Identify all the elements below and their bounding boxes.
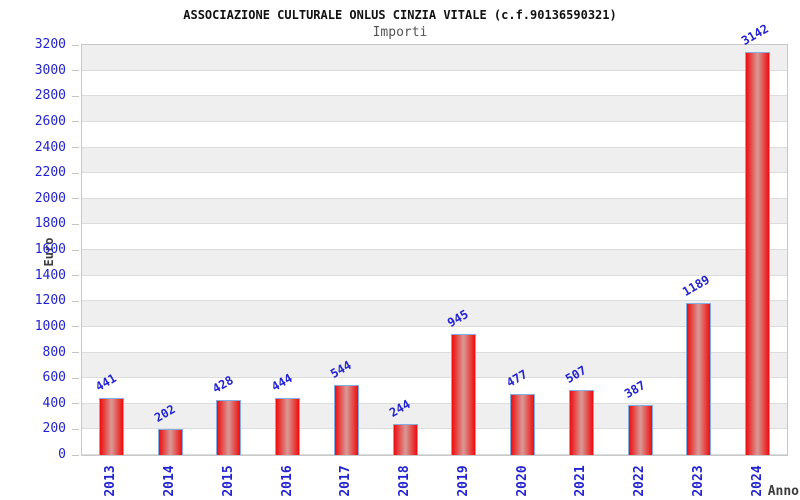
y-tick-mark <box>72 198 79 200</box>
x-tick-label: 2018 <box>397 465 413 497</box>
x-tick-label: 2015 <box>220 465 236 497</box>
bar <box>451 333 477 455</box>
y-tick-mark <box>72 275 79 277</box>
bar <box>627 405 653 455</box>
plot-area: 441 202 428 444 544 244 945 477 507 387 1189 3142 <box>81 22 788 456</box>
bar <box>686 302 712 455</box>
bar <box>392 423 418 455</box>
y-tick-label: 1400 <box>34 267 66 283</box>
y-tick-mark <box>72 223 79 225</box>
x-tick-label: 2022 <box>632 465 648 497</box>
grid-band <box>82 326 787 353</box>
grid-band <box>82 301 787 327</box>
y-tick-label: 2800 <box>34 88 66 104</box>
grid-band <box>82 224 787 250</box>
y-tick-label: 2000 <box>34 190 66 206</box>
y-tick-mark <box>72 249 79 251</box>
bar <box>216 400 242 455</box>
x-axis-title: Anno <box>767 484 799 499</box>
y-tick-label: 2400 <box>34 139 66 155</box>
x-tick-label: 2023 <box>690 465 706 497</box>
y-tick-mark <box>72 403 79 405</box>
y-tick-label: 400 <box>42 395 66 411</box>
y-tick-mark <box>72 44 79 46</box>
y-tick-label: 1800 <box>34 216 66 232</box>
grid-band <box>82 198 787 225</box>
x-tick-label: 2014 <box>162 465 178 497</box>
y-tick-mark <box>72 300 79 302</box>
y-tick-mark <box>72 121 79 123</box>
y-tick-mark <box>72 428 79 430</box>
bar <box>98 398 124 455</box>
y-tick-label: 3000 <box>34 62 66 78</box>
y-tick-mark <box>72 172 79 174</box>
y-tick-label: 1600 <box>34 242 66 257</box>
x-tick-label: 2019 <box>455 465 471 497</box>
bar <box>568 390 594 455</box>
y-tick-mark <box>72 326 79 328</box>
y-tick-mark <box>72 454 79 456</box>
y-tick-label: 800 <box>42 344 66 360</box>
bar <box>510 393 536 455</box>
chart-title: ASSOCIAZIONE CULTURALE ONLUS CINZIA VITA… <box>183 8 617 22</box>
y-tick-mark <box>72 95 79 97</box>
grid-band <box>82 121 787 148</box>
bar <box>333 385 359 455</box>
x-tick-label: 2016 <box>279 465 295 497</box>
x-tick-label: 2013 <box>103 465 119 497</box>
grid-band <box>82 147 787 174</box>
bar <box>275 398 301 455</box>
y-tick-label: 200 <box>42 421 66 437</box>
grid-band <box>82 45 787 71</box>
y-tick-label: 2200 <box>34 165 66 181</box>
y-tick-mark <box>72 70 79 72</box>
grid-band <box>82 96 787 122</box>
chart-subtitle: Importi <box>372 25 428 40</box>
x-tick-label: 2021 <box>573 465 589 497</box>
grid-band <box>82 275 787 302</box>
grid-band <box>82 70 787 97</box>
y-tick-label: 2600 <box>34 113 66 129</box>
x-tick-label: 2017 <box>338 465 354 497</box>
y-tick-label: 600 <box>42 370 66 386</box>
y-tick-mark <box>72 147 79 148</box>
y-tick-label: 1200 <box>34 293 66 309</box>
x-tick-label: 2020 <box>514 465 530 497</box>
grid-band <box>82 378 787 404</box>
grid-band <box>82 429 787 455</box>
y-tick-mark <box>72 352 79 353</box>
y-tick-label: 3200 <box>34 37 66 52</box>
grid-band <box>82 403 787 430</box>
grid-band <box>82 352 787 379</box>
x-tick-label: 2024 <box>749 465 765 497</box>
y-tick-label: 0 <box>58 447 66 462</box>
grid-band <box>82 250 787 276</box>
bar <box>157 429 183 455</box>
y-tick-mark <box>72 377 79 379</box>
bar <box>745 52 771 455</box>
grid-band <box>82 173 787 199</box>
y-tick-label: 1000 <box>34 318 66 334</box>
